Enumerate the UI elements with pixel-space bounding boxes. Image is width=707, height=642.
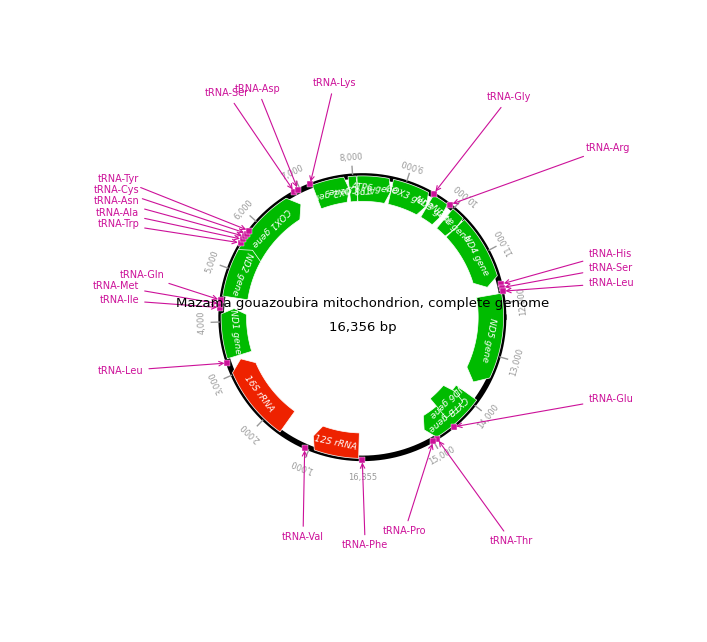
Text: ATP8 gene: ATP8 gene (329, 183, 378, 195)
Text: ND5 gene: ND5 gene (480, 317, 497, 363)
Text: 7,000: 7,000 (279, 164, 305, 182)
Text: tRNA-Lys: tRNA-Lys (310, 78, 356, 180)
Text: ATP6 gene: ATP6 gene (350, 182, 398, 196)
Polygon shape (437, 209, 463, 236)
Text: 15,000: 15,000 (427, 445, 457, 467)
Polygon shape (223, 250, 261, 300)
Text: COX1 gene: COX1 gene (250, 206, 291, 248)
Text: tRNA-Ser: tRNA-Ser (506, 263, 633, 288)
Text: tRNA-Cys: tRNA-Cys (93, 185, 243, 233)
Text: 12,000: 12,000 (516, 286, 527, 316)
Text: tRNA-Arg: tRNA-Arg (454, 143, 630, 204)
Text: tRNA-Leu: tRNA-Leu (507, 278, 634, 293)
Text: CYTB gene: CYTB gene (426, 394, 469, 433)
Text: tRNA-His: tRNA-His (505, 248, 631, 284)
Text: tRNA-Glu: tRNA-Glu (457, 394, 633, 428)
Text: tRNA-Tyr: tRNA-Tyr (98, 174, 245, 230)
Polygon shape (467, 293, 503, 382)
Text: tRNA-Thr: tRNA-Thr (440, 442, 532, 546)
Text: 16,355: 16,355 (348, 473, 377, 482)
Polygon shape (423, 385, 477, 437)
Text: ND4 gene: ND4 gene (460, 234, 490, 277)
Text: 13,000: 13,000 (508, 347, 525, 377)
Polygon shape (357, 176, 391, 204)
Polygon shape (221, 309, 252, 359)
Text: COX2 gene: COX2 gene (308, 182, 358, 202)
Text: 12S rRNA: 12S rRNA (314, 434, 358, 452)
Text: 14,000: 14,000 (476, 402, 501, 430)
Text: tRNA-Pro: tRNA-Pro (383, 445, 433, 536)
Polygon shape (430, 385, 463, 418)
Polygon shape (237, 198, 301, 264)
Text: tRNA-Ser: tRNA-Ser (205, 88, 292, 189)
Text: tRNA-Ala: tRNA-Ala (96, 207, 239, 239)
Text: tRNA-Asp: tRNA-Asp (235, 84, 297, 186)
Text: tRNA-Asn: tRNA-Asn (93, 196, 241, 236)
Text: ND3 gene: ND3 gene (414, 195, 455, 227)
Text: COX3 gene: COX3 gene (384, 184, 434, 211)
Text: tRNA-Phe: tRNA-Phe (342, 464, 388, 550)
Text: ND1 gene: ND1 gene (228, 309, 242, 355)
Text: 10,000: 10,000 (452, 182, 479, 207)
Text: ND6 gene: ND6 gene (428, 381, 466, 419)
Polygon shape (348, 176, 358, 202)
Text: tRNA-Val: tRNA-Val (282, 452, 324, 542)
Polygon shape (313, 426, 359, 458)
Polygon shape (388, 179, 428, 215)
Text: 11,000: 11,000 (493, 227, 515, 257)
Polygon shape (312, 177, 349, 209)
Text: 5,000: 5,000 (204, 250, 220, 275)
Text: 16S rRNA: 16S rRNA (243, 374, 276, 414)
Polygon shape (233, 359, 295, 432)
Polygon shape (421, 195, 448, 225)
Text: tRNA-Gly: tRNA-Gly (436, 92, 531, 191)
Text: 2,000: 2,000 (239, 421, 262, 444)
Text: tRNA-Gln: tRNA-Gln (119, 270, 217, 300)
Text: 16,356 bp: 16,356 bp (329, 320, 396, 334)
Text: 9,000: 9,000 (399, 157, 425, 173)
Text: 6,000: 6,000 (232, 198, 255, 221)
Text: tRNA-Trp: tRNA-Trp (98, 219, 237, 244)
Text: 4,000: 4,000 (197, 311, 207, 334)
Text: ND4L gene: ND4L gene (429, 203, 472, 244)
Text: tRNA-Ile: tRNA-Ile (100, 295, 216, 309)
Text: ND2 gene: ND2 gene (230, 250, 253, 296)
Text: tRNA-Leu: tRNA-Leu (98, 361, 223, 376)
Text: Mazama gouazoubira mitochondrion, complete genome: Mazama gouazoubira mitochondrion, comple… (176, 297, 549, 309)
Text: 1,000: 1,000 (290, 457, 315, 474)
Polygon shape (446, 220, 497, 288)
Text: tRNA-Met: tRNA-Met (93, 281, 216, 305)
Text: 3,000: 3,000 (207, 370, 225, 395)
Text: 8,000: 8,000 (339, 152, 363, 162)
